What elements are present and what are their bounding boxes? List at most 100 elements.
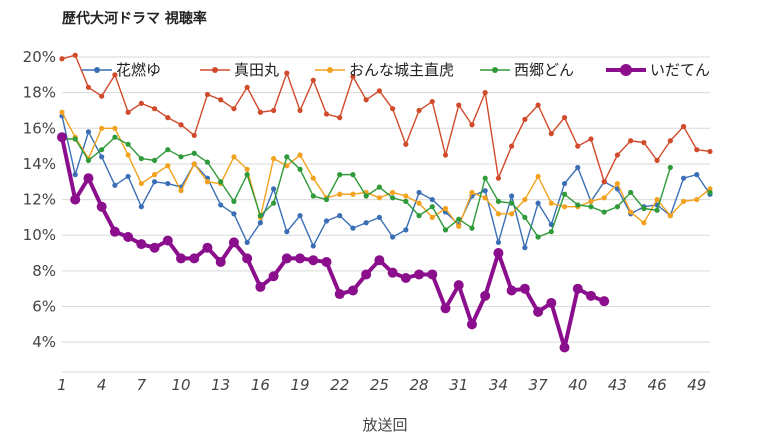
- legend-label: 花燃ゆ: [116, 61, 161, 79]
- data-point: [694, 172, 700, 178]
- data-point: [376, 214, 382, 221]
- x-tick-label: 40: [568, 376, 587, 394]
- legend-swatch-marker: [492, 67, 498, 73]
- data-point: [641, 220, 647, 226]
- data-point: [588, 204, 594, 210]
- data-point: [347, 285, 358, 296]
- data-point: [162, 235, 173, 246]
- x-tick-label: 31: [449, 376, 468, 394]
- data-point: [495, 239, 502, 245]
- data-point: [244, 84, 250, 90]
- data-point: [482, 195, 488, 201]
- data-point: [337, 115, 343, 121]
- data-point: [59, 56, 65, 62]
- data-point: [72, 172, 78, 178]
- data-point: [522, 196, 528, 203]
- data-point: [614, 204, 621, 210]
- data-point: [519, 283, 530, 294]
- y-tick-label: 18%: [23, 84, 56, 102]
- data-point: [628, 189, 634, 196]
- data-point: [218, 202, 224, 208]
- data-point: [442, 205, 449, 212]
- data-point: [400, 273, 411, 284]
- legend-label: おんな城主直虎: [349, 61, 454, 79]
- x-tick-label: 7: [137, 376, 147, 394]
- legend-swatch-marker: [327, 67, 333, 73]
- data-point: [429, 214, 435, 221]
- data-point: [535, 200, 541, 206]
- data-point: [546, 297, 557, 308]
- data-point: [244, 166, 250, 172]
- data-point: [442, 227, 449, 233]
- data-point: [218, 179, 224, 185]
- y-tick-label: 6%: [32, 298, 56, 316]
- data-point: [257, 220, 263, 226]
- data-point: [466, 319, 477, 330]
- data-point: [509, 200, 515, 206]
- data-point: [281, 253, 292, 264]
- data-point: [310, 175, 316, 181]
- data-point: [374, 255, 385, 266]
- data-point: [482, 90, 488, 96]
- series-line: [61, 115, 711, 249]
- data-point: [575, 164, 581, 171]
- data-point: [614, 180, 621, 187]
- data-point: [522, 116, 528, 122]
- data-point: [112, 134, 118, 140]
- data-point: [215, 256, 226, 267]
- data-point: [297, 107, 303, 114]
- x-tick-label: 46: [648, 376, 667, 394]
- x-tick-label: 49: [687, 376, 706, 394]
- data-point: [680, 198, 687, 204]
- data-point: [138, 204, 144, 210]
- data-point: [310, 193, 316, 199]
- data-point: [99, 147, 105, 153]
- data-point: [667, 164, 673, 171]
- data-point: [151, 106, 158, 112]
- data-point: [231, 106, 237, 112]
- data-point: [414, 269, 425, 280]
- data-point: [654, 207, 660, 213]
- data-point: [509, 193, 515, 199]
- data-point: [707, 189, 713, 196]
- data-point: [601, 179, 607, 185]
- data-point: [535, 234, 541, 240]
- data-point: [202, 242, 213, 253]
- data-point: [548, 131, 554, 137]
- data-point: [244, 172, 250, 178]
- x-tick-label: 25: [370, 376, 389, 394]
- data-point: [85, 84, 92, 90]
- data-point: [149, 242, 160, 253]
- data-point: [310, 243, 316, 249]
- data-point: [628, 138, 634, 144]
- legend-label: 真田丸: [234, 61, 279, 79]
- data-point: [297, 166, 303, 172]
- legend-swatch-marker: [620, 64, 632, 76]
- data-point: [416, 200, 422, 206]
- data-point: [284, 229, 290, 235]
- data-point: [337, 191, 343, 197]
- data-point: [403, 193, 409, 199]
- data-point: [112, 72, 118, 78]
- x-tick-label: 4: [97, 376, 107, 394]
- data-point: [429, 204, 435, 210]
- data-point: [204, 159, 211, 165]
- data-point: [176, 253, 187, 264]
- legend-swatch-marker: [94, 67, 100, 73]
- data-point: [376, 195, 382, 201]
- data-point: [83, 173, 94, 184]
- y-tick-label: 14%: [23, 155, 56, 173]
- data-point: [469, 189, 475, 196]
- data-point: [535, 173, 541, 180]
- data-point: [323, 111, 330, 117]
- data-point: [361, 269, 372, 280]
- data-point: [533, 306, 544, 317]
- data-point: [99, 93, 105, 99]
- data-point: [231, 198, 237, 204]
- data-point: [453, 280, 464, 291]
- data-point: [218, 97, 224, 103]
- data-point: [440, 303, 451, 314]
- data-point: [337, 172, 343, 178]
- data-point: [350, 74, 356, 80]
- data-point: [112, 182, 118, 188]
